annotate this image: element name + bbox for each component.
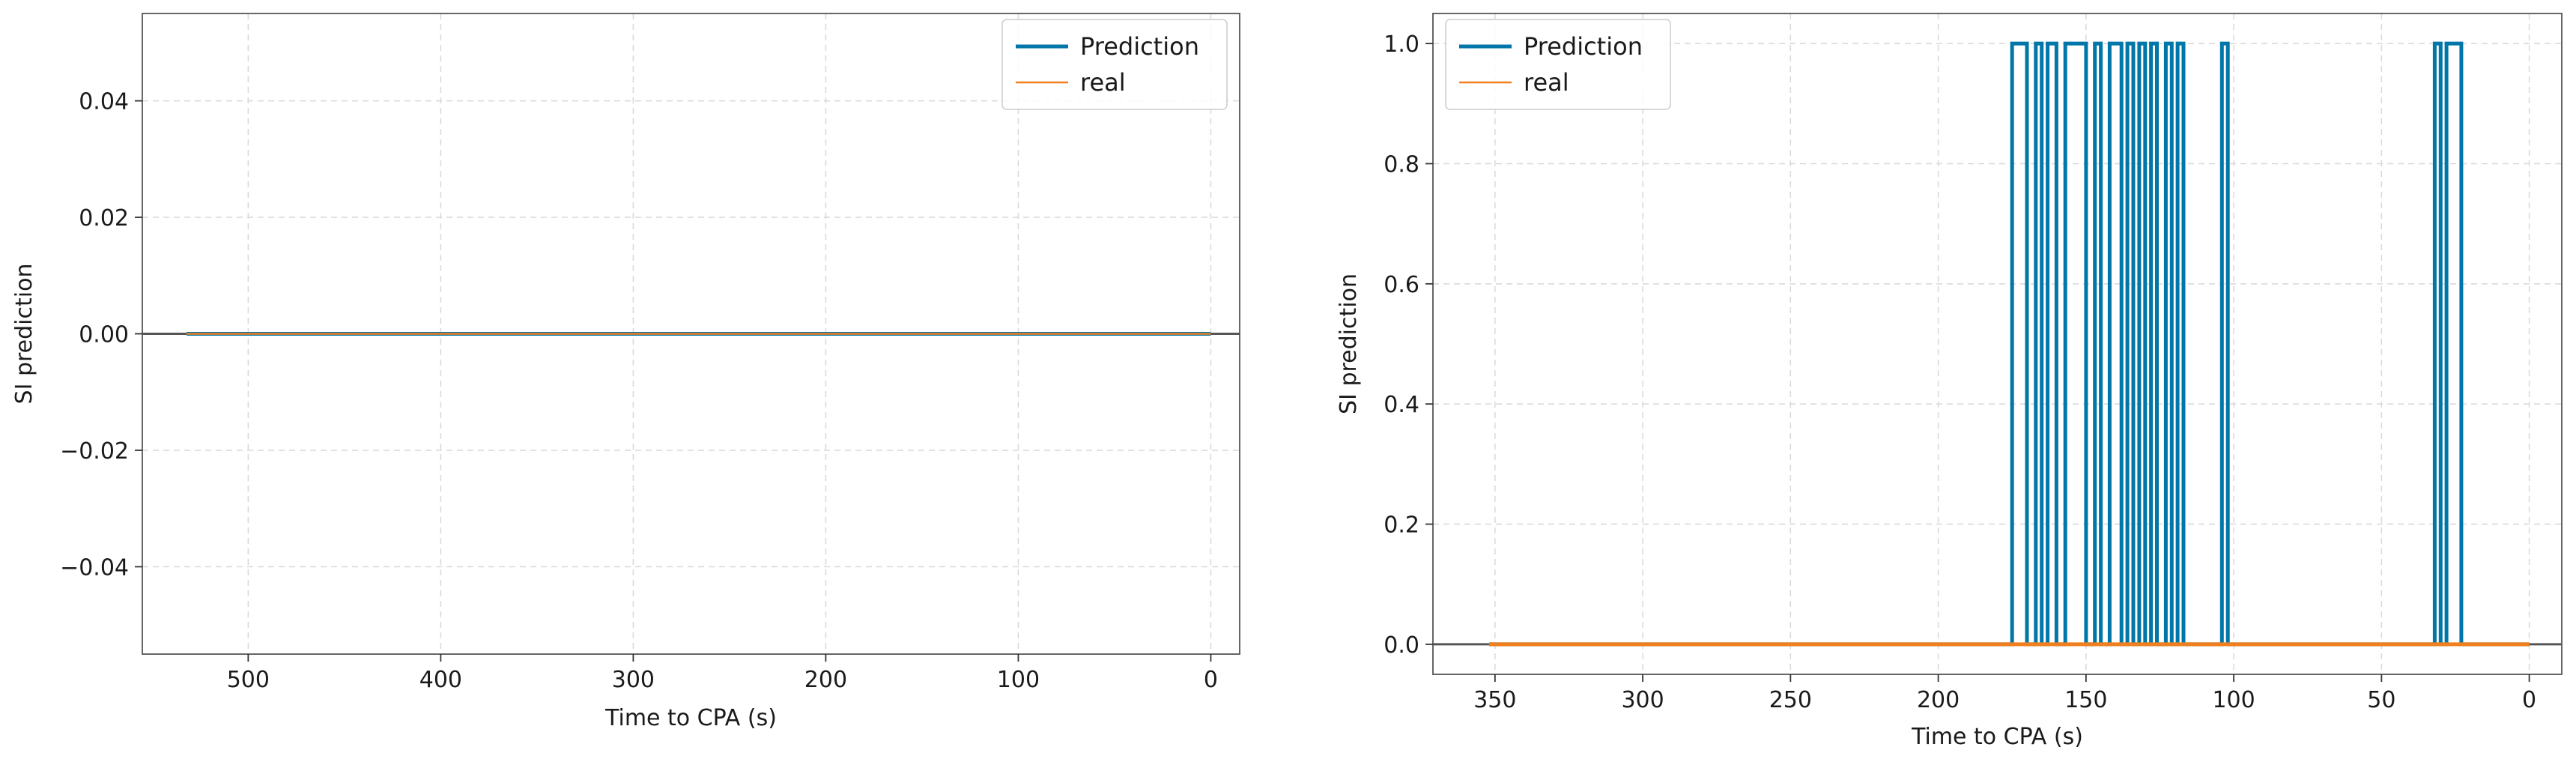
x-tick-label: 500 (227, 667, 270, 693)
y-tick-label: 0.8 (1384, 151, 1419, 178)
x-tick-label: 100 (997, 667, 1040, 693)
y-tick-label: −0.02 (60, 438, 129, 465)
chart-1: 500 400 300 200 100 0 −0.04 −0.02 0.00 0.02 0.04 Ti… (11, 13, 1240, 731)
x-tick-label: 200 (804, 667, 847, 693)
x-tick-label: 0 (2522, 687, 2536, 713)
y-tick-label: 0.2 (1384, 512, 1419, 539)
y-tick-label: 0.02 (79, 205, 129, 232)
y-tick-label: 0.6 (1384, 272, 1419, 298)
x-tick-label: 100 (2212, 687, 2255, 713)
x-axis-label: Time to CPA (s) (604, 705, 777, 731)
x-tick-label: 350 (1473, 687, 1516, 713)
legend-label-prediction: Prediction (1524, 32, 1643, 61)
x-tick-label: 300 (612, 667, 655, 693)
y-tick-label: 0.00 (79, 322, 129, 348)
y-tick-label: 0.4 (1384, 392, 1419, 418)
y-tick-label: −0.04 (60, 554, 129, 581)
legend-box (1445, 19, 1671, 110)
y-axis-label: SI prediction (1336, 273, 1362, 414)
x-tick-label: 200 (1917, 687, 1960, 713)
legend-label-prediction: Prediction (1080, 32, 1199, 61)
x-tick-label: 300 (1621, 687, 1664, 713)
x-tick-label: 400 (419, 667, 462, 693)
plot-frame (1432, 13, 2563, 675)
x-tick-label: 50 (2367, 687, 2395, 713)
y-axis-label: SI prediction (11, 264, 37, 405)
x-tick-label: 0 (1204, 667, 1218, 693)
legend-label-real: real (1080, 68, 1126, 97)
y-tick-label: 0.0 (1384, 632, 1419, 659)
legend: Prediction real (1445, 19, 1671, 110)
x-axis-label: Time to CPA (s) (1911, 724, 2083, 750)
legend-label-real: real (1524, 68, 1569, 97)
legend: Prediction real (1001, 19, 1228, 110)
y-tick-label: 1.0 (1384, 31, 1419, 58)
legend-box (1001, 19, 1228, 110)
x-tick-label: 150 (2064, 687, 2107, 713)
chart-2: 350 300 250 200 150 100 50 0 0.0 0.2 0.4 0.6 0.8 1.0 T… (1336, 13, 2563, 750)
y-tick-label: 0.04 (79, 89, 129, 115)
x-tick-label: 250 (1769, 687, 1812, 713)
